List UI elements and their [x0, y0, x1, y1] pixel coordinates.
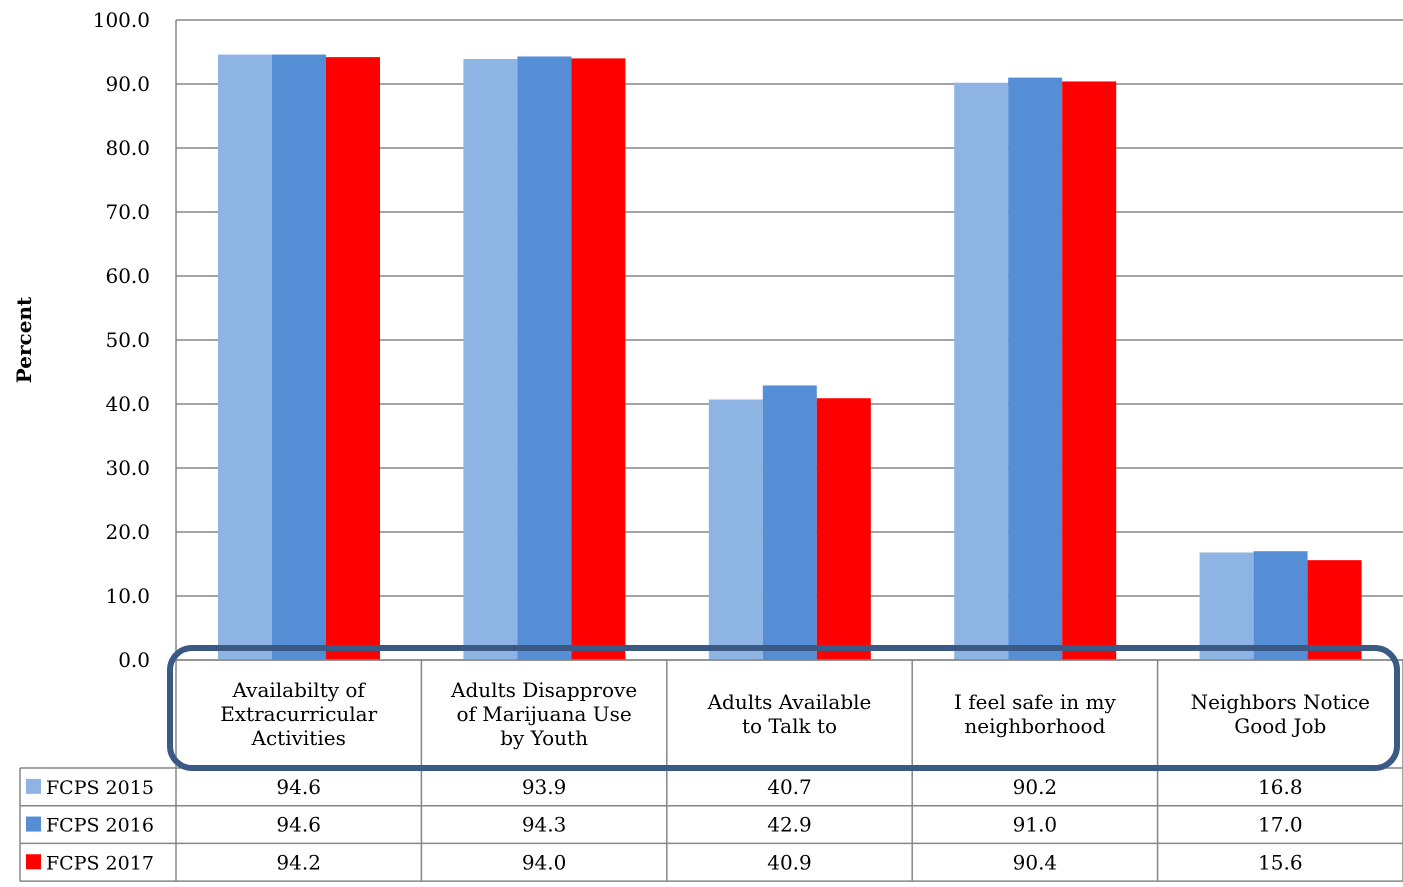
y-tick-label: 70.0 [105, 200, 150, 224]
category-label: Neighbors Notice [1191, 690, 1370, 714]
bar [816, 398, 871, 660]
series-name: FCPS 2015 [46, 777, 154, 799]
category-label: I feel safe in my [954, 690, 1116, 714]
category-label: Adults Available [707, 690, 872, 714]
data-label: 94.0 [522, 850, 567, 874]
bar [218, 54, 272, 661]
bar [1062, 81, 1117, 660]
bar [517, 56, 572, 661]
data-label: 94.6 [276, 813, 321, 837]
legend-swatch [26, 854, 41, 870]
data-label: 91.0 [1013, 813, 1058, 837]
y-tick-label: 50.0 [105, 328, 150, 352]
data-label: 90.2 [1013, 775, 1058, 799]
y-axis-label: Percent [12, 296, 36, 383]
y-tick-label: 30.0 [105, 456, 150, 480]
category-label: to Talk to [742, 714, 837, 738]
category-label: by Youth [500, 726, 588, 750]
bar [1253, 551, 1308, 660]
bar [272, 54, 326, 661]
bar [571, 58, 626, 660]
bar [1307, 560, 1362, 660]
category-label: neighborhood [964, 714, 1105, 738]
bar [708, 399, 763, 660]
y-tick-label: 80.0 [105, 136, 150, 160]
legend-swatch [26, 778, 41, 794]
category-label: Good Job [1234, 714, 1326, 738]
series-name: FCPS 2017 [46, 852, 154, 874]
data-label: 40.7 [767, 775, 812, 799]
bar [326, 57, 380, 661]
y-tick-label: 0.0 [118, 648, 150, 672]
bar [463, 59, 518, 661]
y-tick-label: 90.0 [105, 72, 150, 96]
y-tick-label: 10.0 [105, 584, 150, 608]
bar [1008, 77, 1063, 661]
category-label: Activities [251, 726, 346, 750]
legend-swatch [26, 816, 41, 832]
data-label: 17.0 [1258, 813, 1303, 837]
category-label: of Marijuana Use [456, 702, 631, 726]
bar [1199, 552, 1254, 660]
data-label: 94.2 [276, 850, 321, 874]
y-tick-label: 100.0 [93, 8, 150, 32]
y-tick-label: 20.0 [105, 520, 150, 544]
data-label: 40.9 [767, 850, 812, 874]
y-tick-label: 60.0 [105, 264, 150, 288]
data-label: 90.4 [1013, 850, 1058, 874]
category-label: Availabilty of [232, 678, 367, 702]
y-tick-label: 40.0 [105, 392, 150, 416]
category-highlight-box [167, 645, 1400, 771]
category-label: Extracurricular [220, 702, 377, 726]
data-label: 42.9 [767, 813, 812, 837]
data-label: 94.3 [522, 813, 567, 837]
data-label: 15.6 [1258, 850, 1303, 874]
bar [762, 385, 817, 660]
bars [176, 54, 1403, 661]
bar [954, 82, 1009, 661]
data-label: 16.8 [1258, 775, 1303, 799]
data-label: 94.6 [276, 775, 321, 799]
series-name: FCPS 2016 [46, 815, 154, 837]
data-label: 93.9 [522, 775, 567, 799]
category-label: Adults Disapprove [450, 678, 637, 702]
y-axis: 0.0 10.0 20.0 30.0 40.0 50.0 60.0 70.0 80.0 90.0 1… [93, 8, 177, 672]
